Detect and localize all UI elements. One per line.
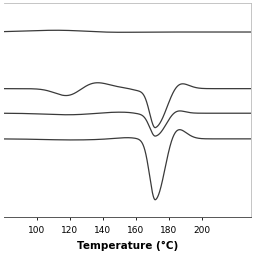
X-axis label: Temperature (°C): Temperature (°C) <box>76 240 178 250</box>
